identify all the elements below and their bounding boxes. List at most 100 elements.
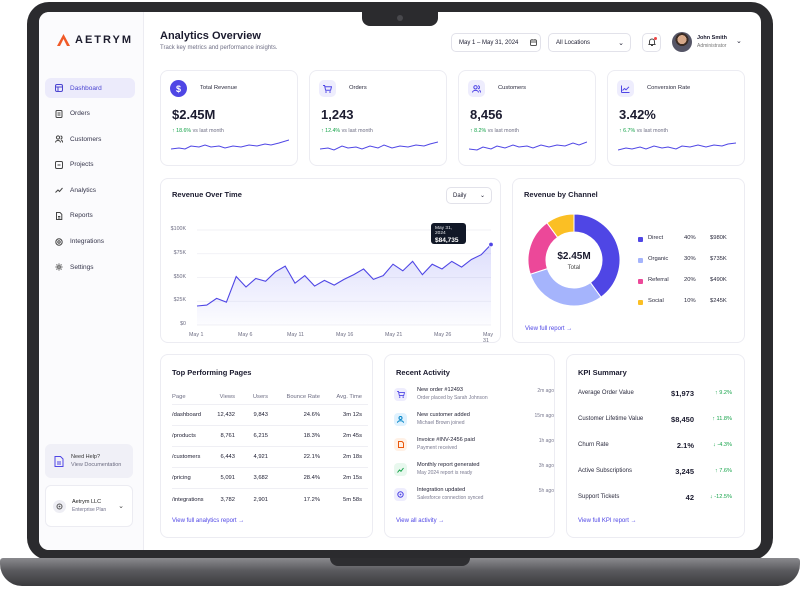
- notifications-button[interactable]: [642, 33, 661, 52]
- org-name: Aetrym LLC: [72, 499, 102, 505]
- view-kpi-report-link[interactable]: View full KPI report →: [578, 518, 637, 524]
- legend-item: Organic 30% $735K: [638, 256, 730, 266]
- donut-total: $2.45M: [557, 251, 591, 262]
- donut-slice-direct[interactable]: [573, 213, 621, 298]
- x-tick-label: May 11: [287, 332, 304, 338]
- legend-amount: $980K: [710, 235, 727, 241]
- col-header: Avg. Time: [336, 393, 362, 400]
- sparkline: [171, 139, 289, 150]
- period-select[interactable]: Daily ⌄: [446, 187, 492, 204]
- activity-sub: Order placed by Sarah Johnson: [417, 395, 488, 401]
- activity-sub: Payment received: [417, 445, 458, 451]
- activity-item[interactable]: Invoice #INV-2456 paid Payment received …: [394, 437, 554, 459]
- activity-item[interactable]: Integration updated Salesforce connectio…: [394, 487, 554, 509]
- avatar[interactable]: [672, 32, 692, 52]
- card-title: KPI Summary: [578, 368, 627, 377]
- table-row[interactable]: /integrations 3,782 2,901 17.2% 5m 58s: [172, 489, 368, 510]
- activity-title: Integration updated: [417, 487, 466, 493]
- sidebar-item-orders[interactable]: Orders: [45, 104, 135, 124]
- table-row[interactable]: /dashboard 12,432 9,843 24.6% 3m 12s: [172, 405, 368, 426]
- chevron-down-icon: ⌄: [118, 503, 124, 510]
- kpi-delta: ↓ -4.3%: [713, 442, 732, 448]
- view-analytics-report-link[interactable]: View full analytics report →: [172, 518, 245, 524]
- cell: 3,782: [220, 496, 235, 503]
- stat-change: ↑ 8.2% vs last month: [470, 128, 519, 134]
- y-tick-label: $75K: [173, 249, 186, 256]
- y-tick-label: $50K: [173, 273, 186, 280]
- legend-item: Social 10% $245K: [638, 298, 730, 308]
- activity-item[interactable]: New order #12493 Order placed by Sarah J…: [394, 387, 554, 409]
- legend-amount: $735K: [710, 256, 727, 262]
- cell: 2m 45s: [342, 433, 362, 439]
- activity-item[interactable]: Monthly report generated May 2024 report…: [394, 462, 554, 484]
- data-point[interactable]: [488, 241, 494, 248]
- org-icon: [53, 499, 66, 513]
- sidebar-item-label: Customers: [70, 135, 102, 143]
- table-row[interactable]: /products 8,761 6,215 18.3% 2m 45s: [172, 426, 368, 447]
- x-tick-label: May 1: [189, 332, 204, 338]
- legend-amount: $245K: [710, 298, 727, 304]
- view-full-report-link[interactable]: View full report →: [525, 326, 573, 332]
- reports-icon: [56, 211, 63, 220]
- cell: 3m 12s: [342, 412, 362, 418]
- activity-time: 15m ago: [534, 413, 554, 419]
- location-select[interactable]: All Locations ⌄: [548, 33, 631, 52]
- chart-tooltip: May 31, 2024 $84,735: [431, 223, 466, 244]
- card-title: Revenue Over Time: [172, 190, 242, 199]
- activity-title: Invoice #INV-2456 paid: [417, 437, 475, 443]
- col-header: Users: [252, 393, 268, 400]
- stat-card-conversion: Conversion Rate 3.42% ↑ 6.7% vs last mon…: [607, 70, 745, 166]
- pages-table: Page Views Users Bounce Rate Avg. Time /…: [172, 389, 368, 510]
- stat-label: Customers: [498, 85, 527, 91]
- x-tick-label: May 6: [238, 332, 253, 338]
- sidebar-item-projects[interactable]: Projects: [45, 155, 135, 175]
- brand[interactable]: AETRYM: [57, 34, 133, 46]
- donut-slice-organic[interactable]: [529, 268, 602, 307]
- y-tick-label: $25K: [173, 297, 186, 304]
- legend-item: Referral 20% $490K: [638, 277, 730, 287]
- activity-time: 3h ago: [538, 463, 554, 469]
- settings-icon: [55, 263, 63, 271]
- chevron-down-icon[interactable]: ⌄: [736, 38, 742, 45]
- kpi-label: Customer Lifetime Value: [578, 416, 644, 422]
- page-subtitle: Track key metrics and performance insigh…: [160, 45, 278, 51]
- legend-percent: 30%: [684, 256, 696, 262]
- table-row[interactable]: /customers 6,443 4,921 22.1% 2m 18s: [172, 447, 368, 468]
- kpi-value: $1,973: [671, 389, 694, 398]
- card-title: Top Performing Pages: [172, 368, 252, 377]
- orders-icon: [55, 109, 63, 118]
- sidebar-item-label: Reports: [70, 212, 93, 220]
- sidebar-item-dashboard[interactable]: Dashboard: [45, 78, 135, 98]
- legend-name: Organic: [648, 256, 669, 262]
- cell: /integrations: [172, 496, 204, 503]
- sidebar-item-analytics[interactable]: Analytics: [45, 180, 135, 200]
- org-switcher[interactable]: Aetrym LLC Enterprise Plan ⌄: [45, 485, 133, 527]
- help-box[interactable]: Need Help? View Documentation: [45, 444, 133, 478]
- donut-slice-social[interactable]: [546, 213, 575, 239]
- sidebar-item-customers[interactable]: Customers: [45, 129, 135, 149]
- table-row[interactable]: /pricing 5,091 3,682 28.4% 2m 15s: [172, 468, 368, 489]
- legend-name: Social: [648, 298, 664, 304]
- cell: /pricing: [172, 475, 191, 481]
- stat-change: ↑ 12.4% vs last month: [321, 128, 373, 134]
- sidebar-item-reports[interactable]: Reports: [45, 206, 135, 226]
- kpi-delta: ↑ 11.8%: [712, 416, 732, 422]
- view-all-activity-link[interactable]: View all activity →: [396, 518, 445, 524]
- date-range-picker[interactable]: May 1 – May 31, 2024: [451, 33, 541, 52]
- legend-name: Referral: [648, 277, 669, 283]
- invoice-icon: [394, 438, 407, 451]
- cell: 17.2%: [303, 496, 320, 503]
- location-label: All Locations: [556, 39, 591, 46]
- period-label: Daily: [453, 192, 467, 199]
- kpi-value: 42: [685, 493, 694, 502]
- help-link[interactable]: View Documentation: [71, 462, 122, 468]
- projects-icon: [55, 160, 63, 169]
- activity-sub: May 2024 report is ready: [417, 470, 473, 476]
- sidebar-item-settings[interactable]: Settings: [45, 257, 135, 277]
- sidebar-item-integrations[interactable]: Integrations: [45, 232, 135, 252]
- cell: 2,901: [253, 496, 268, 503]
- analytics-icon: [55, 188, 63, 194]
- stat-card-customers: Customers 8,456 ↑ 8.2% vs last month: [458, 70, 596, 166]
- bell-icon: [647, 38, 656, 46]
- activity-item[interactable]: New customer added Michael Brown joined …: [394, 412, 554, 434]
